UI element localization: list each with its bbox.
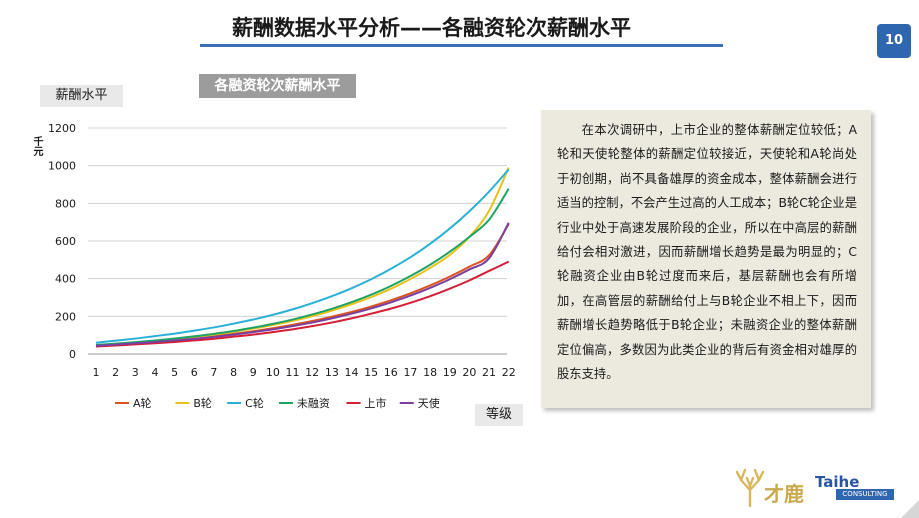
x-tick-label: 16 — [384, 366, 398, 379]
x-tick-label: 2 — [112, 366, 119, 379]
legend-label: A轮 — [133, 396, 152, 410]
series-line-天使 — [95, 222, 510, 347]
x-tick-label: 7 — [210, 366, 217, 379]
x-tick-label: 6 — [191, 366, 198, 379]
consulting-logo-text: CONSULTING — [836, 489, 894, 500]
page-number-badge: 10 — [877, 24, 911, 58]
title-underline — [200, 44, 723, 47]
series-line-上市 — [95, 260, 510, 348]
x-tick-label: 9 — [250, 366, 257, 379]
x-tick-label: 1 — [93, 366, 100, 379]
x-tick-label: 18 — [423, 366, 437, 379]
x-tick-label: 15 — [364, 366, 378, 379]
x-tick-label: 11 — [286, 366, 300, 379]
x-tick-label: 4 — [151, 366, 158, 379]
x-tick-label: 3 — [132, 366, 139, 379]
deer-antler-logo-icon — [735, 468, 765, 508]
page-corner-fold — [901, 500, 919, 518]
y-tick-label: 800 — [55, 197, 76, 210]
series-line-C轮 — [95, 168, 510, 344]
taihe-logo-text: Taihe — [815, 473, 860, 491]
legend-label: B轮 — [193, 396, 212, 410]
x-tick-label: 21 — [482, 366, 496, 379]
legend-label: 未融资 — [297, 397, 330, 410]
logo-cn-text: 才鹿 — [764, 482, 804, 506]
y-axis-unit: 千元 — [31, 136, 42, 156]
x-tick-label: 8 — [230, 366, 237, 379]
analysis-note-text: 在本次调研中，上市企业的整体薪酬定位较低；A轮和天使轮整体的薪酬定位较接近，天使… — [557, 123, 857, 382]
x-axis-title: 等级 — [475, 404, 523, 426]
y-tick-label: 1000 — [48, 160, 76, 173]
chart-title: 各融资轮次薪酬水平 — [199, 74, 356, 98]
x-tick-label: 17 — [403, 366, 417, 379]
x-tick-label: 22 — [502, 366, 516, 379]
x-tick-label: 19 — [443, 366, 457, 379]
legend-label: 天使 — [418, 397, 440, 410]
y-axis-title: 薪酬水平 — [40, 85, 123, 107]
legend-label: 上市 — [365, 396, 387, 410]
y-tick-label: 1200 — [48, 122, 76, 135]
x-tick-label: 13 — [325, 366, 339, 379]
page-title: 薪酬数据水平分析——各融资轮次薪酬水平 — [232, 16, 631, 40]
series-line-B轮 — [95, 167, 510, 347]
y-tick-label: 0 — [69, 348, 76, 361]
series-line-未融资 — [95, 188, 510, 346]
analysis-note-box: 在本次调研中，上市企业的整体薪酬定位较低；A轮和天使轮整体的薪酬定位较接近，天使… — [541, 110, 871, 408]
x-tick-label: 14 — [344, 366, 358, 379]
y-tick-label: 200 — [55, 310, 76, 323]
legend-label: C轮 — [245, 396, 264, 410]
x-tick-label: 10 — [266, 366, 280, 379]
y-tick-label: 400 — [55, 273, 76, 286]
y-tick-label: 600 — [55, 235, 76, 248]
x-tick-label: 12 — [305, 366, 319, 379]
x-tick-label: 20 — [462, 366, 476, 379]
x-tick-label: 5 — [171, 366, 178, 379]
